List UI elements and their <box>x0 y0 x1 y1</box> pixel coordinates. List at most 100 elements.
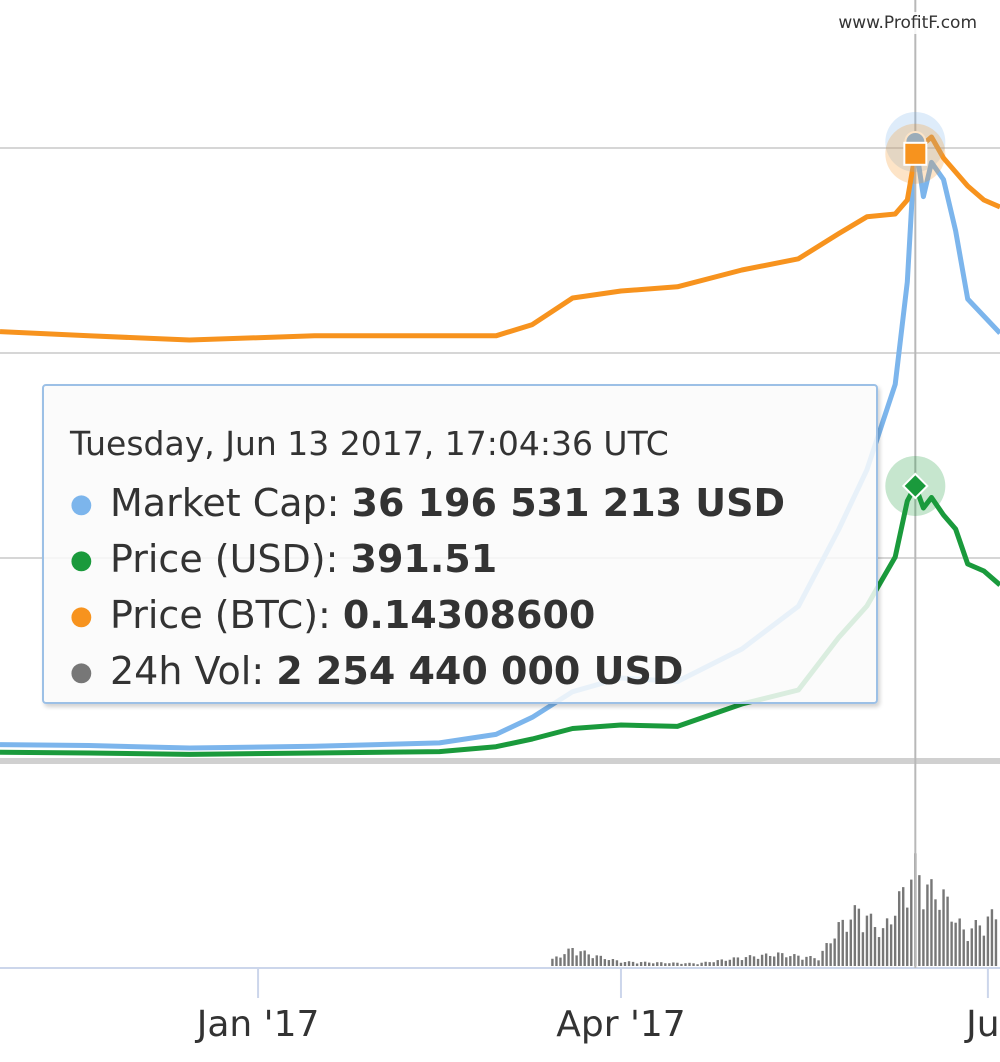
hover-markers <box>885 0 946 968</box>
volume-bar <box>789 956 792 966</box>
volume-bar <box>877 937 881 966</box>
tooltip-value: 2 254 440 000 USD <box>276 649 684 693</box>
volume-bar <box>696 964 699 966</box>
tooltip-value: 0.14308600 <box>342 593 596 637</box>
volume-bar <box>652 963 655 966</box>
volume-bar <box>563 954 566 966</box>
volume-bar <box>692 963 695 966</box>
tooltip-label: 24h Vol <box>110 649 252 693</box>
volume-bar <box>728 959 732 966</box>
series-dot-icon: ● <box>70 489 93 519</box>
series-line-price-btc <box>0 134 1000 343</box>
volume-bar <box>732 957 736 966</box>
volume-bar <box>764 953 768 966</box>
volume-bar <box>873 927 877 966</box>
volume-bar <box>889 924 893 966</box>
volume-bar <box>688 962 691 966</box>
volume-bar <box>559 957 562 966</box>
volume-bar <box>869 913 873 966</box>
volume-bar <box>708 962 711 966</box>
series-dot-icon: ● <box>70 601 93 631</box>
volume-bar <box>954 922 957 966</box>
volume-bar <box>684 963 687 966</box>
volume-bar <box>591 958 594 966</box>
volume-bar <box>551 958 554 966</box>
volume-bar <box>587 954 590 966</box>
volume-bar <box>897 891 901 966</box>
series-dot-icon: ● <box>70 657 93 687</box>
volume-bar <box>829 943 832 966</box>
volume-bar <box>805 956 808 966</box>
volume-bar <box>809 956 812 966</box>
volume-bar <box>801 959 804 966</box>
volume-bar <box>599 955 603 966</box>
volume-bar <box>881 928 885 966</box>
series-dot-icon: ● <box>70 545 93 575</box>
volume-bar <box>990 909 994 966</box>
x-tick-label: Jul <box>964 1004 1000 1045</box>
tooltip-row-price-usd: ● Price (USD): 391.51 <box>70 532 876 588</box>
volume-bar <box>817 960 820 966</box>
volume-bar <box>756 958 760 966</box>
hover-marker <box>903 141 928 166</box>
volume-bar <box>647 962 651 966</box>
volume-bar <box>672 962 675 966</box>
tooltip-value: 36 196 531 213 USD <box>351 481 786 525</box>
volume-bar <box>595 955 598 966</box>
volume-bar <box>986 916 990 966</box>
volume-bar <box>724 960 728 966</box>
volume-bar <box>740 960 744 966</box>
x-tick-label: Jan '17 <box>195 1004 320 1045</box>
volume-bar <box>567 948 570 966</box>
tooltip-label: Price (USD) <box>110 537 326 581</box>
volume-bar <box>978 925 982 966</box>
volume-bar <box>639 962 643 966</box>
volume-bar <box>902 887 905 966</box>
volume-bar <box>781 953 784 966</box>
volume-bar <box>627 961 631 966</box>
volume-bar <box>837 922 840 966</box>
tooltip: Tuesday, Jun 13 2017, 17:04:36 UTC ● Mark… <box>42 384 878 704</box>
volume-bar <box>934 899 937 966</box>
tooltip-date: Tuesday, Jun 13 2017, 17:04:36 UTC <box>70 424 669 463</box>
volume-bar <box>893 915 897 966</box>
volume-bar <box>752 956 756 966</box>
volume-bar <box>861 932 865 966</box>
tooltip-label: Market Cap <box>110 481 327 525</box>
volume-bar <box>700 962 703 966</box>
volume-bar <box>760 954 764 966</box>
volume-bar <box>938 909 941 966</box>
volume-bar <box>813 958 816 966</box>
volume-bar <box>918 875 921 966</box>
volume-bar <box>712 962 715 966</box>
volume-bar <box>825 943 828 966</box>
volume-bar <box>603 959 607 966</box>
volume-bar <box>555 956 558 966</box>
volume-bar <box>772 956 776 966</box>
volume-bar <box>865 915 869 966</box>
x-tick-label: Apr '17 <box>556 1004 685 1045</box>
volume-bar <box>607 960 611 966</box>
volume-bar <box>643 961 647 966</box>
volume-bar <box>950 921 953 966</box>
volume-bar <box>676 962 679 966</box>
volume-bar <box>966 941 969 966</box>
volume-bar <box>668 963 671 966</box>
volume-bar <box>841 919 844 966</box>
volume-bar <box>635 963 639 966</box>
volume-bar <box>660 962 663 966</box>
volume-bar <box>619 962 623 966</box>
volume-bar <box>793 954 796 966</box>
volume-bar <box>942 889 945 966</box>
volume-bar <box>922 909 925 966</box>
volume-bar <box>748 955 752 966</box>
volume-bar <box>906 907 909 966</box>
volume-bar <box>926 884 929 966</box>
tooltip-label: Price (BTC) <box>110 593 319 637</box>
volume-bar <box>716 960 719 966</box>
volume-bar <box>797 955 800 966</box>
tooltip-row-market-cap: ● Market Cap: 36 196 531 213 USD <box>70 476 876 532</box>
volume-bar <box>833 938 836 966</box>
volume-bar <box>845 931 848 966</box>
